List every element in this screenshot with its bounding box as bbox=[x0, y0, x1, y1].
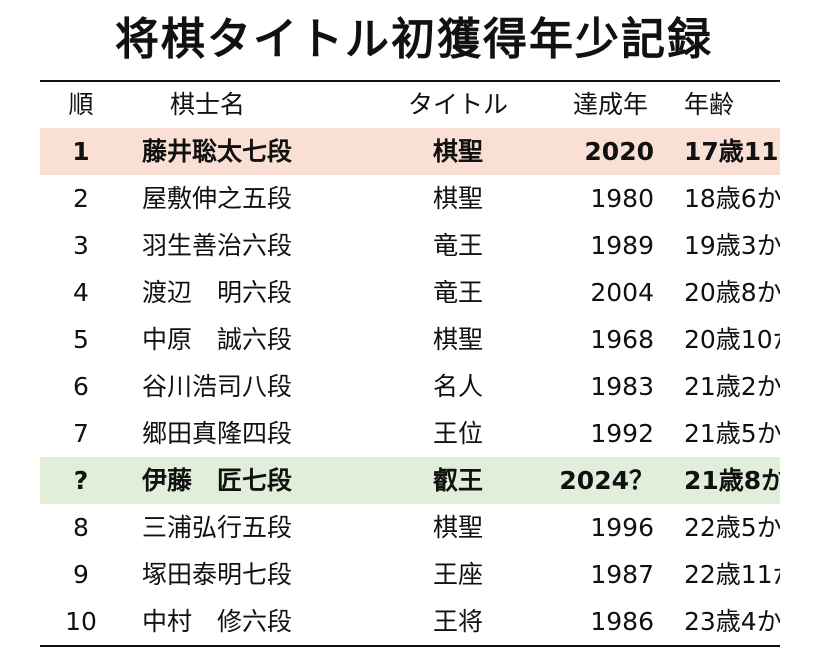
cell-title: 棋聖 bbox=[398, 128, 518, 175]
cell-name: 谷川浩司八段 bbox=[142, 372, 293, 401]
cell-year: 1986 bbox=[590, 607, 654, 636]
cell-rank: 2 bbox=[73, 184, 89, 213]
cell-age: 22歳11か月 bbox=[684, 560, 780, 589]
cell-year: 1968 bbox=[590, 325, 654, 354]
cell-age: 20歳10か月 bbox=[684, 325, 780, 354]
table-row: 7 郷田真隆四段 王位 1992 21歳5か月 bbox=[40, 410, 780, 457]
cell-rank: ? bbox=[40, 457, 122, 504]
header-row: 順 棋士名 タイトル 達成年 年齢 bbox=[40, 82, 780, 128]
cell-year: 1987 bbox=[590, 560, 654, 589]
table-row: 5 中原 誠六段 棋聖 1968 20歳10か月 bbox=[40, 316, 780, 363]
table-row: 1藤井聡太七段棋聖202017歳11か月 bbox=[40, 128, 780, 175]
cell-rank: 8 bbox=[73, 513, 89, 542]
header-rank: 順 bbox=[68, 90, 94, 119]
header-title: タイトル bbox=[407, 90, 508, 119]
cell-age: 23歳4か月 bbox=[684, 607, 780, 636]
cell-age: 17歳11か月 bbox=[672, 128, 780, 175]
cell-title: 竜王 bbox=[432, 278, 483, 307]
cell-name: 中原 誠六段 bbox=[142, 325, 293, 354]
cell-name: 藤井聡太七段 bbox=[122, 128, 398, 175]
records-table: 順 棋士名 タイトル 達成年 年齢 1藤井聡太七段棋聖202017歳11か月2屋… bbox=[40, 82, 780, 645]
bottom-rule bbox=[40, 645, 780, 647]
cell-age: 21歳2か月 bbox=[684, 372, 780, 401]
cell-age: 18歳6か月 bbox=[684, 184, 780, 213]
header-name: 棋士名 bbox=[170, 90, 246, 119]
cell-title: 竜王 bbox=[432, 231, 483, 260]
table-row: 4 渡辺 明六段 竜王 2004 20歳8か月 bbox=[40, 269, 780, 316]
cell-year: 2024？ bbox=[518, 457, 672, 504]
cell-title: 王座 bbox=[432, 560, 483, 589]
page-title: 将棋タイトル初獲得年少記録 bbox=[115, 14, 713, 65]
cell-year: 1980 bbox=[590, 184, 654, 213]
cell-title: 棋聖 bbox=[432, 325, 483, 354]
top-rule bbox=[40, 80, 780, 82]
table-row: 2 屋敷伸之五段 棋聖 1980 18歳6か月 bbox=[40, 175, 780, 222]
cell-name: 渡辺 明六段 bbox=[142, 278, 293, 307]
cell-rank: 4 bbox=[73, 278, 89, 307]
cell-year: 1989 bbox=[590, 231, 654, 260]
header-year: 達成年 bbox=[572, 90, 648, 119]
cell-year: 2020 bbox=[518, 128, 672, 175]
cell-name: 郷田真隆四段 bbox=[142, 419, 293, 448]
table-row: 9 塚田泰明七段 王座 1987 22歳11か月 bbox=[40, 551, 780, 598]
cell-rank: 6 bbox=[73, 372, 89, 401]
cell-rank: 10 bbox=[65, 607, 97, 636]
cell-title: 王将 bbox=[432, 607, 483, 636]
table-row: 8 三浦弘行五段 棋聖 1996 22歳5か月 bbox=[40, 504, 780, 551]
cell-year: 1996 bbox=[590, 513, 654, 542]
cell-name: 羽生善治六段 bbox=[142, 231, 293, 260]
cell-rank: 1 bbox=[40, 128, 122, 175]
cell-title: 名人 bbox=[432, 372, 483, 401]
cell-age: 19歳3か月 bbox=[684, 231, 780, 260]
header-age: 年齢 bbox=[684, 90, 735, 119]
cell-year: 1983 bbox=[590, 372, 654, 401]
cell-title: 叡王 bbox=[398, 457, 518, 504]
table-row: 3 羽生善治六段 竜王 1989 19歳3か月 bbox=[40, 222, 780, 269]
cell-age: 20歳8か月 bbox=[684, 278, 780, 307]
table-body: 1藤井聡太七段棋聖202017歳11か月2屋敷伸之五段棋聖198018歳6か月3… bbox=[40, 128, 780, 645]
cell-name: 三浦弘行五段 bbox=[142, 513, 293, 542]
cell-title: 王位 bbox=[432, 419, 483, 448]
cell-rank: 3 bbox=[73, 231, 89, 260]
table-row: 10 中村 修六段 王将 1986 23歳4か月 bbox=[40, 598, 780, 645]
cell-rank: 9 bbox=[73, 560, 89, 589]
cell-title: 棋聖 bbox=[432, 513, 483, 542]
cell-age: 21歳5か月 bbox=[684, 419, 780, 448]
cell-name: 中村 修六段 bbox=[142, 607, 293, 636]
cell-age: 22歳5か月 bbox=[684, 513, 780, 542]
cell-name: 伊藤 匠七段 bbox=[122, 457, 398, 504]
cell-age: 21歳8か月 bbox=[672, 457, 780, 504]
table-row: 6 谷川浩司八段 名人 1983 21歳2か月 bbox=[40, 363, 780, 410]
cell-title: 棋聖 bbox=[432, 184, 483, 213]
cell-rank: 5 bbox=[73, 325, 89, 354]
cell-name: 屋敷伸之五段 bbox=[142, 184, 293, 213]
cell-name: 塚田泰明七段 bbox=[142, 560, 293, 589]
cell-year: 1992 bbox=[590, 419, 654, 448]
cell-rank: 7 bbox=[73, 419, 89, 448]
cell-year: 2004 bbox=[590, 278, 654, 307]
